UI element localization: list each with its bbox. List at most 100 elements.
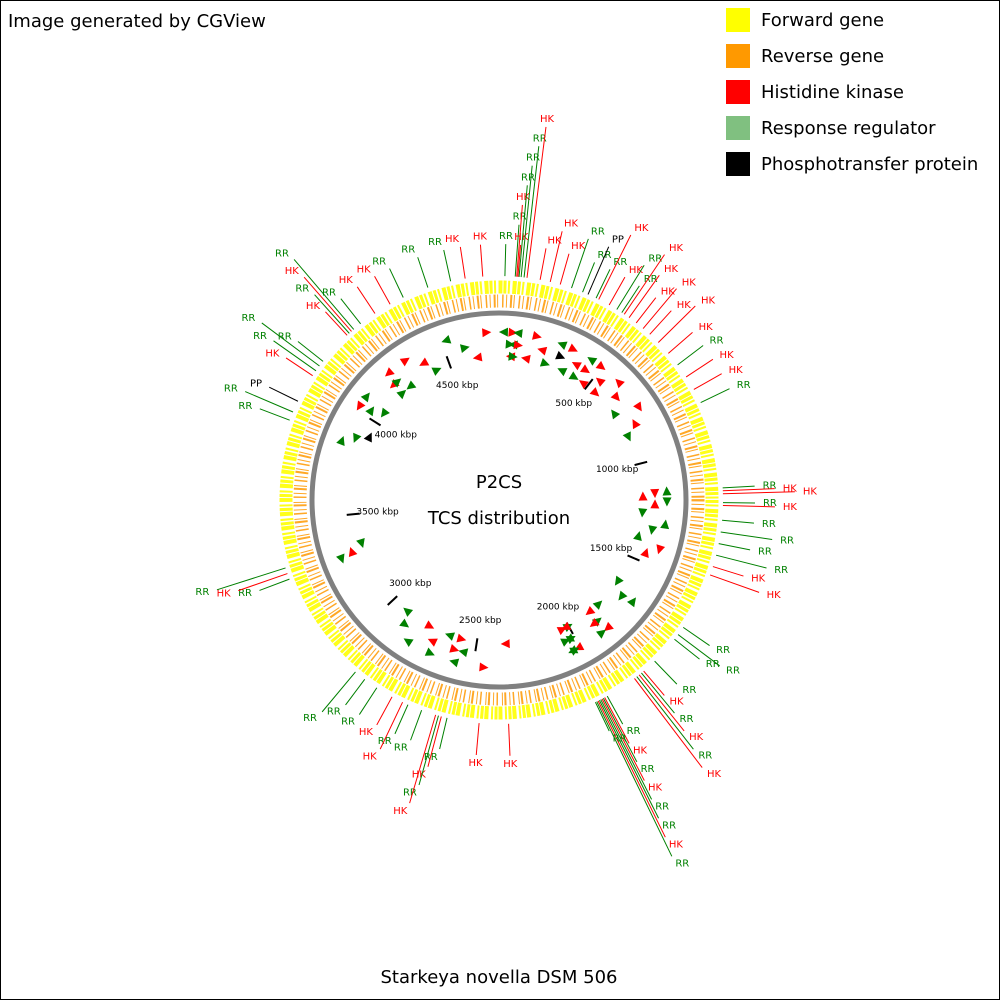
- feature-label: RR: [195, 587, 209, 598]
- feature-label: RR: [762, 519, 776, 530]
- feature-label: HK: [393, 806, 408, 817]
- credit: Image generated by CGView: [8, 11, 266, 32]
- feature-label: RR: [675, 858, 689, 869]
- feature-label: HK: [359, 727, 374, 738]
- feature-label: RR: [763, 481, 777, 492]
- legend-swatch: [726, 116, 750, 140]
- feature-label: HK: [783, 483, 798, 494]
- feature-label: RR: [591, 226, 605, 237]
- feature-label: HK: [783, 502, 798, 513]
- legend-label: Phosphotransfer protein: [761, 154, 978, 175]
- legend-swatch: [726, 80, 750, 104]
- feature-label: RR: [303, 713, 317, 724]
- tick-label: 4500 kbp: [436, 381, 479, 391]
- tick-label: 2000 kbp: [537, 602, 580, 612]
- feature-label: RR: [682, 685, 696, 696]
- feature-label: RR: [774, 565, 788, 576]
- feature-label: RR: [641, 764, 655, 775]
- feature-label: HK: [669, 243, 684, 254]
- feature-label: HK: [751, 573, 766, 584]
- feature-label: HK: [669, 839, 684, 850]
- feature-label: RR: [627, 726, 641, 737]
- feature-label: RR: [698, 750, 712, 761]
- feature-label: RR: [241, 313, 255, 324]
- legend-label: Histidine kinase: [761, 82, 904, 103]
- feature-label: RR: [662, 820, 676, 831]
- legend-swatch: [726, 152, 750, 176]
- feature-label: HK: [217, 588, 232, 599]
- feature-label: RR: [521, 172, 535, 183]
- tick-label: 1000 kbp: [596, 465, 639, 475]
- feature-label: HK: [514, 232, 529, 243]
- feature-label: HK: [689, 732, 704, 743]
- feature-label: RR: [295, 284, 309, 295]
- feature-label: RR: [238, 401, 252, 412]
- feature-label: HK: [670, 697, 685, 708]
- feature-label: HK: [707, 769, 722, 780]
- feature-label: RR: [278, 332, 292, 343]
- feature-label: RR: [648, 253, 662, 264]
- organism: Starkeya novella DSM 506: [381, 967, 618, 988]
- feature-label: RR: [327, 706, 341, 717]
- feature-label: RR: [613, 733, 627, 744]
- feature-label: HK: [682, 278, 697, 289]
- feature-label: RR: [253, 331, 267, 342]
- feature-label: HK: [265, 348, 280, 359]
- feature-label: RR: [710, 336, 724, 347]
- tick-label: 3000 kbp: [389, 579, 432, 589]
- feature-label: HK: [664, 264, 679, 275]
- feature-label: HK: [634, 223, 649, 234]
- tick-label: 1500 kbp: [590, 544, 633, 554]
- feature-label: HK: [285, 266, 300, 277]
- feature-label: HK: [633, 745, 648, 756]
- feature-label: RR: [394, 743, 408, 754]
- feature-label: HK: [468, 758, 483, 769]
- center-subtitle: TCS distribution: [427, 508, 570, 529]
- tick-label: 2500 kbp: [459, 616, 502, 626]
- feature-label: RR: [737, 380, 751, 391]
- feature-label: HK: [767, 590, 782, 601]
- center-title: P2CS: [476, 472, 522, 493]
- feature-label: RR: [763, 498, 777, 509]
- feature-label: HK: [473, 232, 488, 243]
- feature-label: PP: [612, 234, 624, 245]
- legend-label: Response regulator: [761, 118, 936, 139]
- feature-label: HK: [445, 234, 460, 245]
- feature-label: RR: [378, 736, 392, 747]
- feature-label: RR: [401, 245, 415, 256]
- legend-label: Reverse gene: [761, 46, 884, 67]
- feature-label: RR: [716, 645, 730, 656]
- feature-label: HK: [803, 486, 818, 497]
- tick-label: 4000 kbp: [375, 430, 418, 440]
- feature-label: RR: [655, 801, 669, 812]
- tick-label: 3500 kbp: [356, 507, 399, 517]
- feature-label: RR: [706, 659, 720, 670]
- feature-label: HK: [363, 751, 378, 762]
- feature-label: RR: [726, 666, 740, 677]
- feature-label: RR: [403, 788, 417, 799]
- feature-label: RR: [680, 714, 694, 725]
- feature-label: RR: [322, 287, 336, 298]
- feature-label: RR: [499, 231, 513, 242]
- feature-label: PP: [250, 379, 262, 390]
- feature-label: HK: [661, 286, 676, 297]
- feature-label: HK: [699, 322, 714, 333]
- feature-label: HK: [306, 301, 321, 312]
- legend-swatch: [726, 8, 750, 32]
- feature-label: RR: [780, 536, 794, 547]
- feature-label: RR: [275, 248, 289, 259]
- feature-label: HK: [540, 114, 555, 125]
- feature-label: HK: [648, 783, 663, 794]
- feature-label: RR: [372, 256, 386, 267]
- feature-label: HK: [339, 275, 354, 286]
- feature-label: HK: [564, 219, 579, 230]
- feature-label: HK: [720, 350, 735, 361]
- feature-label: RR: [758, 546, 772, 557]
- feature-label: HK: [677, 300, 692, 311]
- feature-label: HK: [503, 759, 518, 770]
- legend-swatch: [726, 44, 750, 68]
- feature-label: RR: [341, 716, 355, 727]
